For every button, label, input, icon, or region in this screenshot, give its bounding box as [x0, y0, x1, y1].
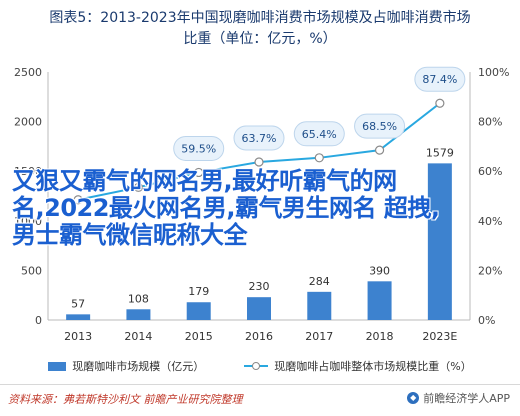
line-point: [133, 182, 144, 192]
line-point: [314, 153, 324, 163]
line-label-bubble: [293, 121, 345, 147]
x-tick-label: 2023E: [422, 330, 457, 343]
legend-line-swatch: [244, 361, 269, 371]
logo-icon: ◆: [407, 392, 420, 404]
bar-value-label: 390: [369, 264, 390, 277]
line-point: [194, 167, 204, 178]
line-label-bubble: [173, 135, 225, 161]
bar: [66, 314, 91, 320]
y-left-tick-label: 1500: [14, 165, 42, 178]
line-label-bubble: [233, 125, 285, 151]
brand-logo: ◆ 前瞻经济学人APP: [407, 390, 510, 406]
combo-chart: 0 500 1000 1500 2000 2500 0% 20% 40% 60% 80% 100% 57…: [14, 66, 509, 343]
legend-bar-swatch: [48, 361, 67, 371]
source-note: 资料来源：弗若斯特沙利文 前瞻产业研究院整理: [8, 393, 243, 406]
bar-value-label: 284: [309, 275, 330, 288]
x-tick-label: 2013: [64, 330, 92, 343]
x-tick-label: 2016: [245, 330, 273, 343]
bar-value-label: 1579: [426, 146, 454, 159]
bar-value-label: 230: [249, 280, 270, 293]
line-value-label: 63.7%: [242, 132, 277, 145]
y-left-tick-label: 500: [21, 264, 42, 277]
y-right-tick-label: 40%: [478, 215, 502, 228]
overlay-banner-text: 又狠又霸气的网名男,最好听霸气的网名,2022最火网名男,霸气男生网名 超拽,男…: [12, 167, 440, 249]
y-right-tick-label: 100%: [478, 66, 509, 79]
y-right-tick-label: 20%: [478, 264, 502, 277]
bar: [427, 163, 452, 320]
chart-title: 图表5：2013-2023年中国现磨咖啡消费市场规模及占咖啡消费市场 比重（单位…: [0, 8, 520, 50]
line-point: [254, 157, 264, 167]
bar-value-label: 108: [128, 292, 149, 305]
bar: [247, 297, 271, 320]
line-point: [374, 145, 385, 155]
line-label-bubble: [414, 66, 466, 92]
bar: [186, 302, 211, 320]
legend-item-bar: 现磨咖啡市场规模（亿元）: [48, 358, 204, 374]
y-left-tick-label: 2000: [14, 116, 42, 129]
line-label-bubble: [354, 113, 406, 139]
x-tick-label: 2015: [185, 330, 213, 343]
y-left-tick-label: 2500: [14, 66, 42, 79]
line-value-label: 68.5%: [362, 120, 397, 133]
line-value-label: 59.5%: [181, 142, 216, 155]
legend-line-label: 现磨咖啡占咖啡整体市场规模比重（%）: [274, 360, 472, 373]
chart-title-line-1: 图表5：2013-2023年中国现磨咖啡消费市场规模及占咖啡消费市场: [49, 10, 471, 26]
y-right-tick-label: 80%: [478, 116, 502, 129]
bar: [307, 291, 332, 320]
logo-text: 前瞻经济学人APP: [423, 392, 510, 405]
bar-value-label: 179: [188, 285, 209, 298]
line-value-label: 87.4%: [422, 73, 457, 86]
line-value-label: 65.4%: [302, 128, 337, 141]
y-left-tick-label: 1000: [14, 215, 42, 228]
x-tick-label: 2018: [366, 330, 394, 343]
y-right-tick-label: 0%: [478, 314, 495, 327]
line-point: [73, 195, 83, 205]
x-tick-label: 2017: [305, 330, 333, 343]
chart-title-line-2: 比重（单位：亿元，%）: [183, 31, 337, 47]
footer: 资料来源：弗若斯特沙利文 前瞻产业研究院整理 ◆ 前瞻经济学人APP: [0, 384, 520, 409]
legend-bar-label: 现磨咖啡市场规模（亿元）: [72, 360, 205, 373]
y-left-tick-label: 0: [35, 314, 42, 327]
chart-legend: 现磨咖啡市场规模（亿元） 现磨咖啡占咖啡整体市场规模比重（%）: [0, 358, 520, 374]
bar-value-label: 57: [71, 297, 85, 310]
bar: [126, 309, 151, 320]
bar: [367, 281, 392, 320]
legend-item-line: 现磨咖啡占咖啡整体市场规模比重（%）: [244, 358, 472, 374]
y-right-tick-label: 60%: [478, 165, 502, 178]
line-point: [435, 98, 445, 108]
x-tick-label: 2014: [124, 330, 152, 343]
